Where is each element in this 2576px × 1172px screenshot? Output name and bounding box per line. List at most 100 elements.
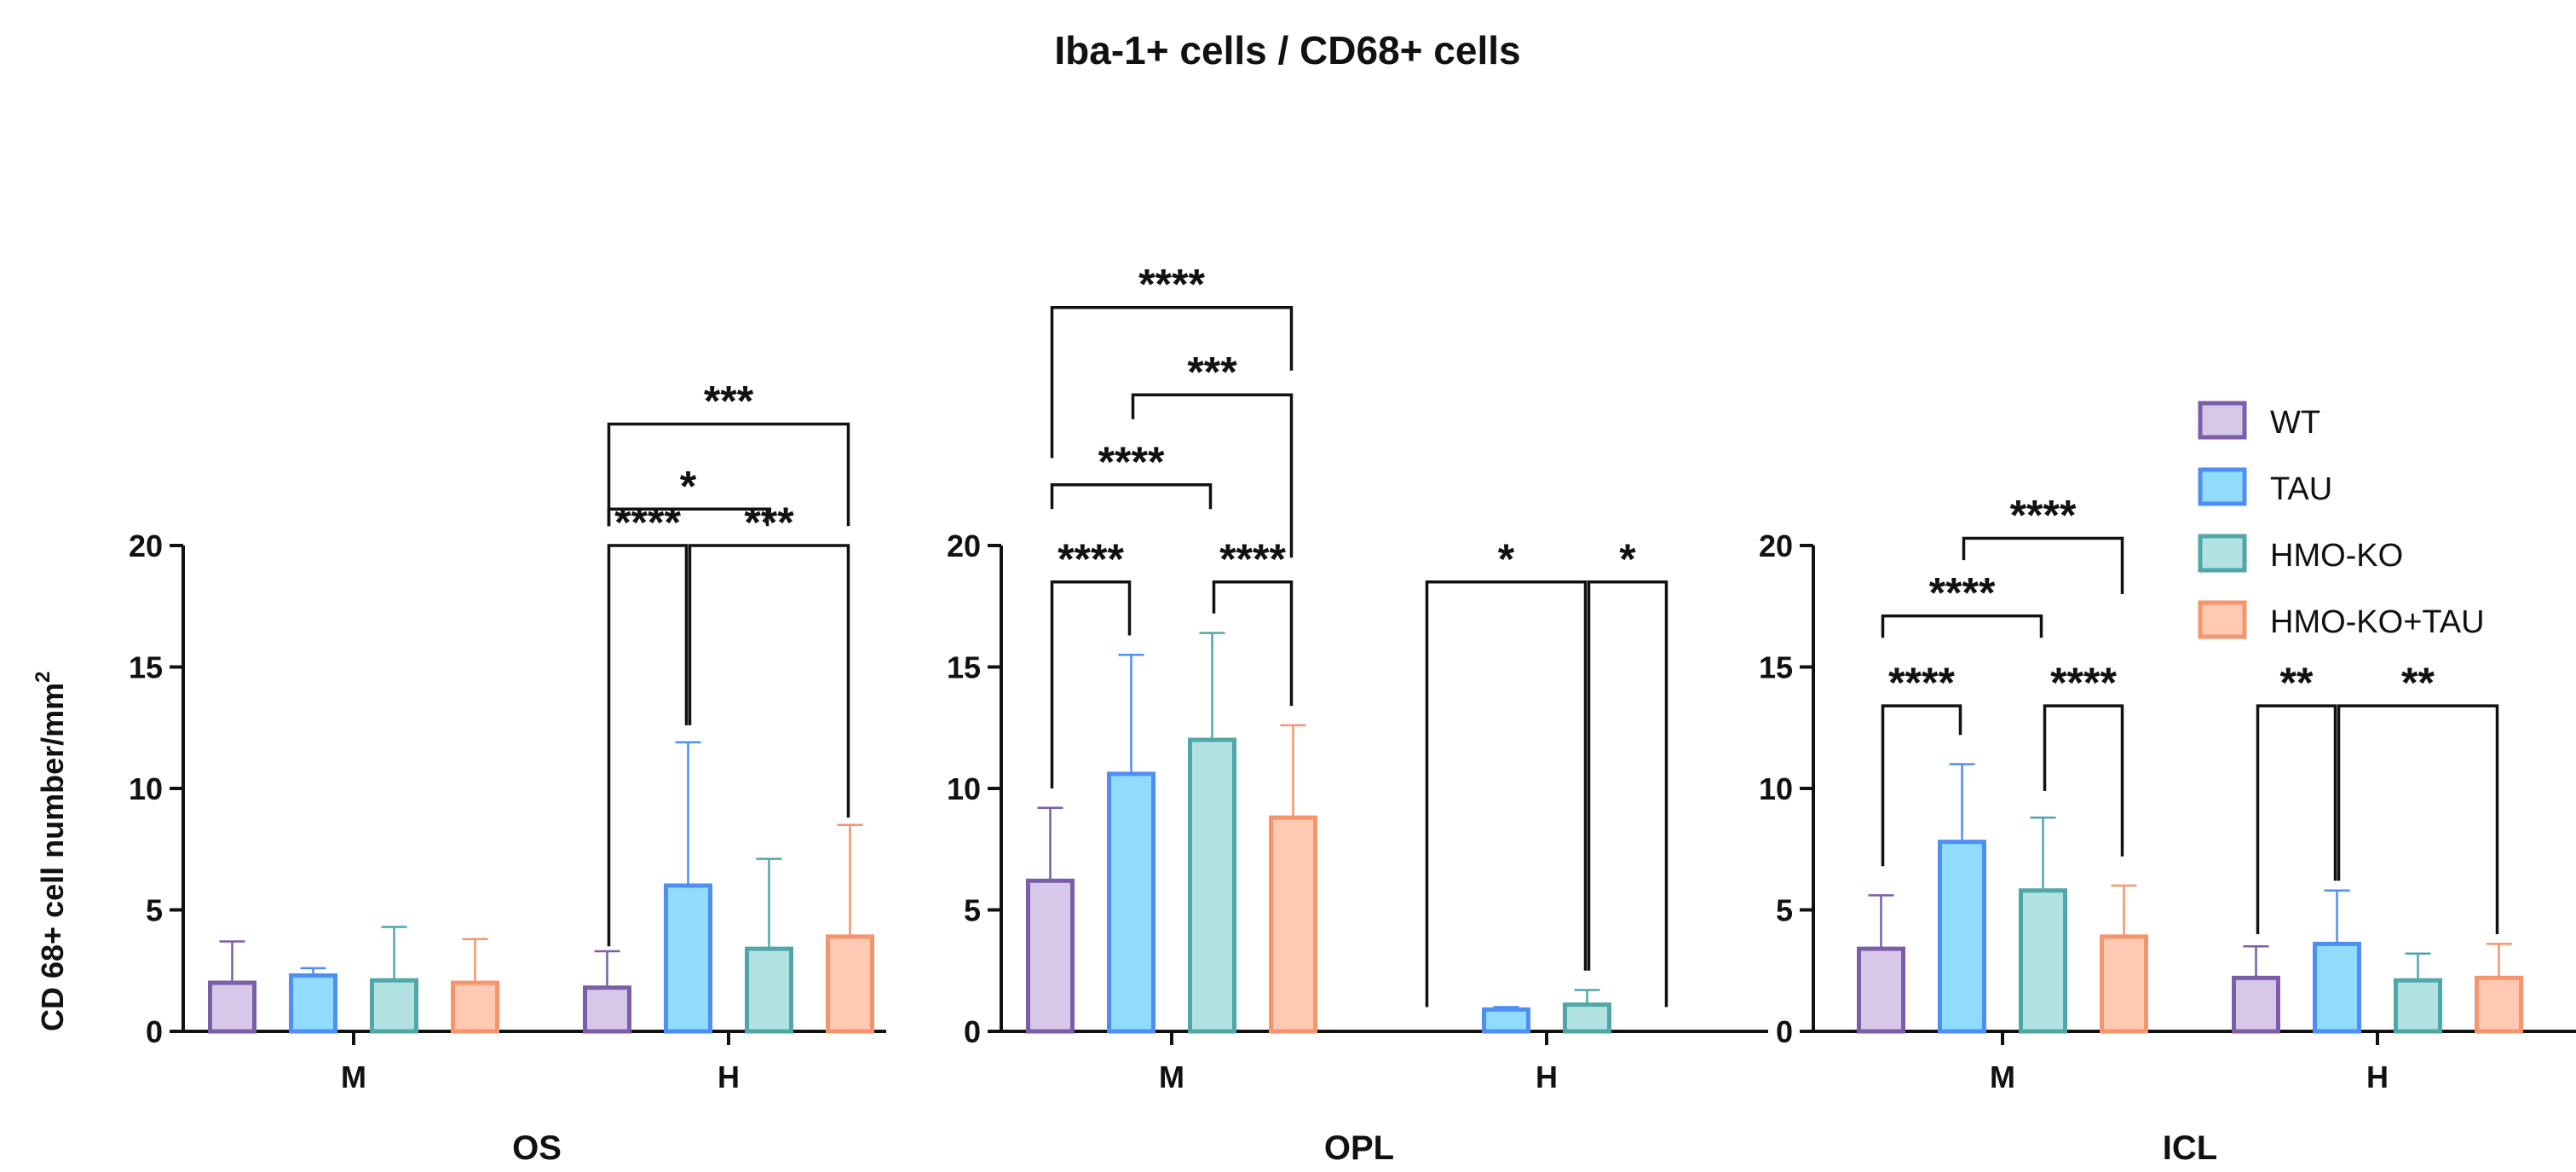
- bar: [2475, 975, 2523, 1034]
- bar: [664, 883, 712, 1034]
- significance-bracket: [688, 544, 850, 818]
- y-axis-label: CD 68+ cell number/mm2: [32, 671, 70, 1031]
- y-tick-label: 0: [964, 1014, 981, 1049]
- significance-bracket: [1587, 580, 1668, 1007]
- bar: [1269, 815, 1317, 1034]
- y-tick-label: 15: [129, 650, 163, 685]
- significance-bracket: [1962, 536, 2124, 594]
- legend-swatch: [2198, 600, 2247, 639]
- y-tick-label: 10: [947, 771, 981, 806]
- bar: [2100, 934, 2148, 1034]
- x-tick-label: H: [717, 1059, 740, 1094]
- bar: [2232, 975, 2280, 1034]
- bar: [1026, 878, 1075, 1034]
- significance-label: **: [2280, 659, 2314, 707]
- y-tick-label: 10: [129, 771, 163, 806]
- significance-bracket: [1050, 483, 1213, 510]
- significance-bracket: [2337, 704, 2499, 934]
- significance-bracket: [1050, 305, 1294, 459]
- legend-swatch: [2198, 401, 2247, 440]
- bar: [1938, 840, 1986, 1034]
- x-tick-label: H: [2366, 1059, 2389, 1094]
- y-tick-label: 5: [964, 893, 981, 928]
- significance-bracket: [1050, 580, 1132, 788]
- y-tick-label: 5: [1776, 893, 1793, 928]
- x-tick-label: M: [341, 1059, 366, 1094]
- significance-label: **: [2401, 659, 2435, 707]
- significance-label: ****: [2010, 491, 2077, 539]
- significance-bracket: [2256, 704, 2337, 934]
- legend-label: HMO-KO+TAU: [2270, 604, 2485, 640]
- significance-label: ****: [1098, 438, 1165, 486]
- y-tick-label: 5: [146, 893, 163, 928]
- significance-label: ****: [1219, 535, 1286, 583]
- significance-label: ****: [1888, 659, 1955, 707]
- significance-bracket: [607, 544, 689, 947]
- y-tick-label: 0: [1776, 1014, 1793, 1049]
- significance-bracket: [2043, 704, 2124, 857]
- significance-bracket: [607, 422, 850, 527]
- bar: [1563, 1002, 1611, 1034]
- x-tick-label: M: [1990, 1059, 2015, 1094]
- panel-title: OPL: [1324, 1129, 1394, 1167]
- bar: [2313, 941, 2361, 1034]
- legend-item: WT: [2198, 401, 2320, 441]
- y-tick-label: 15: [947, 650, 981, 685]
- legend-label: HMO-KO: [2270, 538, 2403, 574]
- significance-label: *: [680, 462, 697, 510]
- legend: WT TAU HMO-KO HMO-KO+TAU: [2198, 401, 2485, 640]
- bar: [583, 985, 631, 1034]
- y-tick-label: 15: [1759, 650, 1793, 685]
- bar: [289, 973, 337, 1034]
- legend-swatch: [2198, 534, 2247, 573]
- legend-item: TAU: [2198, 467, 2332, 507]
- y-axis-label-text: CD 68+ cell number/mm: [35, 683, 70, 1031]
- significance-label: *: [1619, 535, 1636, 583]
- y-tick-label: 10: [1759, 771, 1793, 806]
- significance-label: ****: [2050, 659, 2117, 707]
- bar: [1188, 737, 1236, 1034]
- bar: [208, 980, 256, 1034]
- bar: [826, 934, 874, 1034]
- significance-label: ***: [1187, 348, 1237, 395]
- significance-bracket: [1131, 393, 1294, 558]
- significance-label: ****: [1138, 261, 1205, 309]
- bar: [370, 978, 418, 1034]
- bar: [2394, 978, 2442, 1034]
- y-tick-label: 20: [129, 528, 163, 563]
- significance-bracket: [1212, 580, 1294, 707]
- significance-label: ****: [1929, 569, 1996, 617]
- significance-bracket: [1425, 580, 1588, 1007]
- panel-title: ICL: [2163, 1129, 2217, 1167]
- bar: [1482, 1007, 1530, 1034]
- significance-bracket: [1881, 614, 2043, 638]
- figure-title: Iba-1+ cells / CD68+ cells: [1054, 28, 1520, 72]
- bar: [745, 946, 793, 1034]
- significance-label: ****: [1057, 535, 1124, 583]
- legend-item: HMO-KO: [2198, 534, 2403, 574]
- panel-title: OS: [512, 1129, 562, 1167]
- bar: [451, 980, 499, 1034]
- significance-label: ***: [704, 378, 754, 425]
- x-tick-label: H: [1536, 1059, 1558, 1094]
- y-axis-label-superscript: 2: [32, 671, 55, 682]
- y-tick-label: 0: [146, 1014, 163, 1049]
- legend-item: HMO-KO+TAU: [2198, 600, 2485, 640]
- bar: [1857, 946, 1905, 1034]
- x-tick-label: M: [1159, 1059, 1184, 1094]
- significance-bracket: [1881, 704, 1962, 867]
- significance-label: ****: [614, 499, 681, 546]
- bar: [2019, 888, 2067, 1034]
- y-tick-label: 20: [947, 528, 981, 563]
- significance-label: ***: [744, 499, 794, 546]
- significance-label: *: [1498, 535, 1515, 583]
- legend-label: TAU: [2270, 471, 2332, 507]
- legend-swatch: [2198, 467, 2247, 506]
- bar: [1107, 771, 1155, 1034]
- y-tick-label: 20: [1759, 528, 1793, 563]
